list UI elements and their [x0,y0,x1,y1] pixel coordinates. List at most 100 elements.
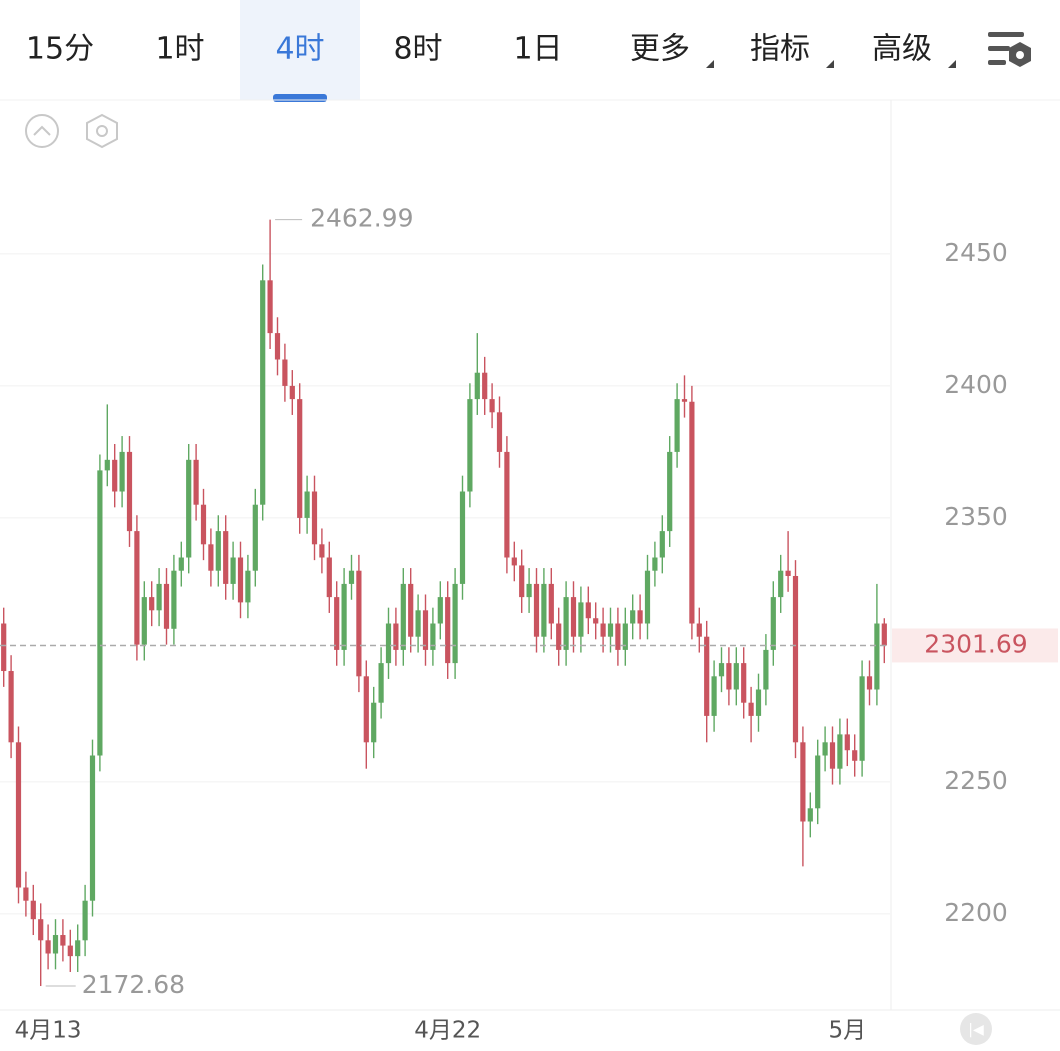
candle-body [637,610,643,624]
candle-body [489,399,495,413]
tab[interactable]: 4时 [275,32,324,67]
candle-body [541,583,547,637]
candle-body [8,671,14,743]
active-tab-bg [240,0,360,100]
tab[interactable]: 指标 [750,32,810,67]
candle-body [208,544,214,571]
candle-body [112,459,118,492]
candle-body [815,755,821,809]
x-tick-label: 4月13 [15,1018,82,1044]
candle-body [289,385,295,400]
candle-body [363,676,369,743]
candle-body [718,663,725,677]
candle-body [1,623,7,672]
candle-body [326,557,332,598]
candle-body [223,531,229,584]
candle-body [652,557,658,571]
candle-body [704,636,710,716]
candle-body [119,451,125,492]
candle-body [822,742,828,756]
settings-hex-icon[interactable] [86,113,118,149]
candle-body [829,742,836,769]
candle-body [311,491,318,545]
candle-body [733,663,739,690]
candle-body [134,531,140,645]
candle-body [193,459,199,505]
dropdown-caret [706,60,714,68]
candle-body [726,663,732,690]
candle-body [126,451,133,532]
candle-body [430,623,436,650]
candle-body [408,583,414,637]
candle-body [859,676,865,761]
candle-body [696,623,702,637]
candle-body [141,597,147,645]
max-label: 2462.99 [310,204,413,233]
candle-body [452,583,458,664]
candle-body [38,919,44,941]
x-tick-label: 5月 [828,1018,866,1044]
tab[interactable]: 1时 [155,32,204,67]
candle-body [607,623,614,637]
y-tick-label: 2200 [944,898,1008,927]
candle-body [741,663,747,703]
candle-body [445,597,451,664]
candle-body [371,702,377,743]
tab[interactable]: 更多 [630,32,690,67]
candle-body [459,491,466,584]
tab[interactable]: 15分 [26,32,94,67]
candle-body [615,623,621,650]
candle-body [45,940,51,954]
candle-body [674,399,680,452]
candle-body [400,583,406,650]
settings-hex-dot [96,125,108,137]
candle-body [52,935,59,954]
candle-body [82,900,88,941]
candle-body [681,399,688,402]
candle-body [600,623,606,637]
candle-body [630,610,636,624]
candle-body [171,570,177,629]
tab[interactable]: 8时 [393,32,442,67]
candle-body [556,623,562,650]
candle-body [689,401,695,624]
candle-body [578,602,584,637]
candle-body [30,900,36,920]
candle-body [807,808,813,822]
candle-body [274,333,281,360]
candle-body [504,451,510,558]
scroll-end-button[interactable] [960,1013,992,1045]
candle-body [792,575,799,743]
settings-icon[interactable] [988,32,1031,67]
candle-body [667,451,673,532]
candle-body [415,610,421,637]
candle-body [319,544,325,558]
candle-body [178,557,184,571]
scroll-end-icon: |◀ [968,1022,984,1038]
candle-body [570,597,577,637]
candle-body [526,583,532,598]
dropdown-caret [948,60,956,68]
candle-body [511,557,517,566]
active-tab-indicator [273,94,327,102]
y-tick-label: 2450 [944,238,1008,267]
candle-body [282,359,288,386]
candle-body [496,412,503,452]
y-tick-label: 2350 [944,502,1008,531]
candle-body [482,372,488,400]
candle-body [844,734,850,751]
candle-body [67,945,73,957]
candle-body [533,583,540,637]
tab[interactable]: 1日 [513,32,562,67]
candle-body [237,557,244,603]
candle-body [215,531,221,571]
candle-body [378,663,384,703]
candle-body [186,459,192,558]
candle-body [89,755,96,901]
collapse-icon[interactable] [25,114,59,148]
candle-body [156,583,162,611]
tab[interactable]: 高级 [872,32,932,67]
candle-body [748,702,754,716]
candle-body [881,623,887,646]
